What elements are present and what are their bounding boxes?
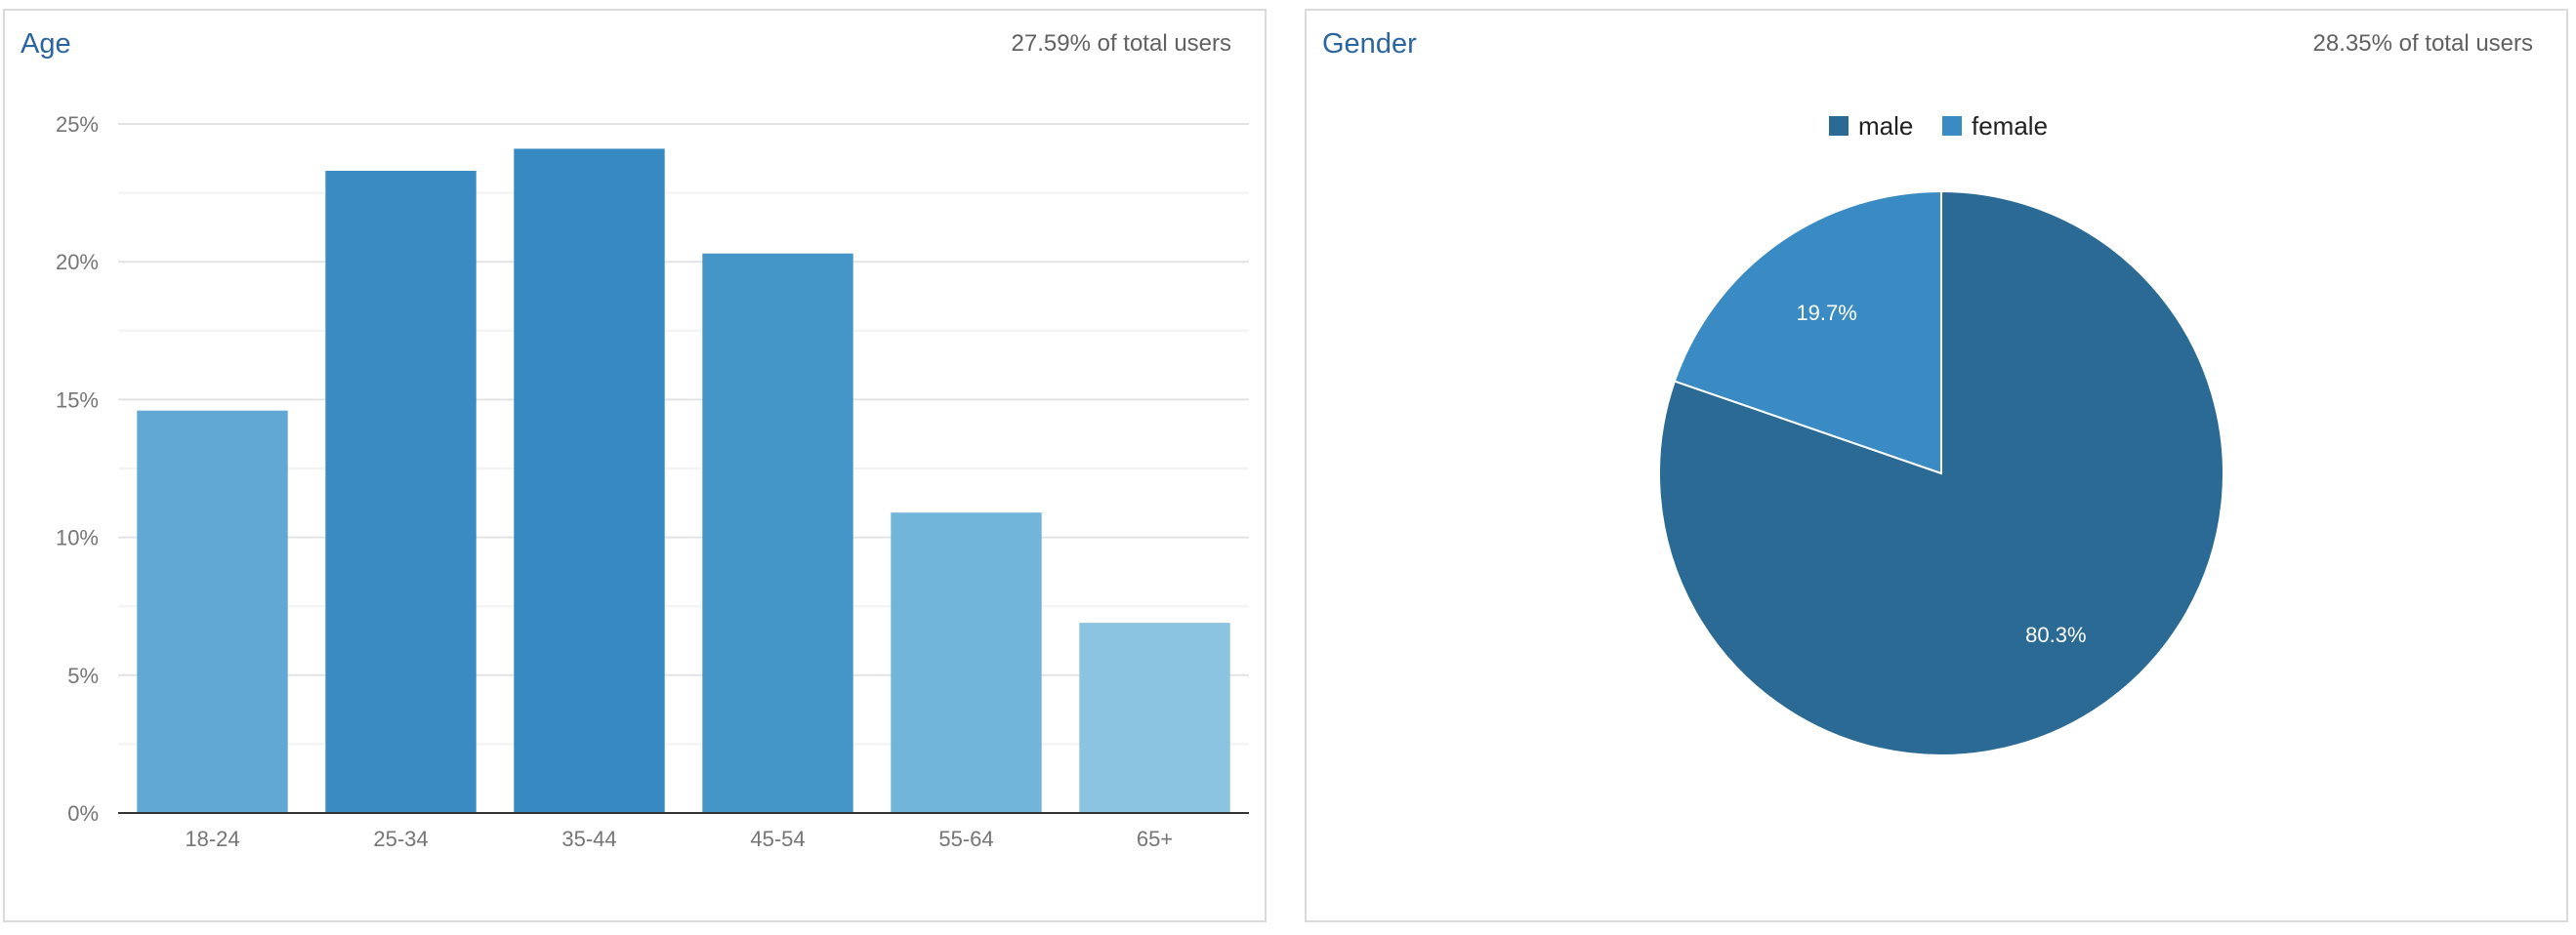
bar-45-54[interactable] <box>702 253 853 813</box>
pie-label-male: 80.3% <box>2025 623 2086 647</box>
bar-55-64[interactable] <box>891 512 1042 813</box>
y-tick-label: 15% <box>56 387 99 412</box>
y-tick-label: 20% <box>56 250 99 274</box>
x-tick-label: 18-24 <box>185 827 239 851</box>
pie-label-female: 19.7% <box>1796 301 1856 325</box>
y-tick-label: 25% <box>56 112 99 137</box>
y-tick-label: 0% <box>67 801 99 826</box>
pie-slice-female[interactable] <box>1673 189 1942 475</box>
bar-18-24[interactable] <box>137 410 288 813</box>
y-tick-label: 10% <box>56 526 99 550</box>
legend-label-male: male <box>1858 111 1913 141</box>
x-tick-label: 55-64 <box>938 827 993 851</box>
age-panel-title: Age <box>21 28 71 60</box>
y-tick-label: 5% <box>67 664 99 688</box>
x-tick-label: 45-54 <box>750 827 805 851</box>
bar-25-34[interactable] <box>325 171 477 813</box>
legend-swatch-male <box>1829 116 1849 136</box>
legend-swatch-female <box>1942 116 1962 136</box>
x-tick-label: 65+ <box>1137 827 1173 851</box>
x-tick-label: 35-44 <box>561 827 616 851</box>
bar-35-44[interactable] <box>514 148 665 813</box>
bar-65+[interactable] <box>1079 623 1230 813</box>
gender-pie-chart: 80.3% 19.7% male female <box>1658 111 2224 756</box>
gender-panel-subtitle: 28.35% of total users <box>2312 30 2533 57</box>
age-panel-subtitle: 27.59% of total users <box>1011 30 1231 57</box>
x-tick-label: 25-34 <box>373 827 428 851</box>
age-bar-chart: 0% 5% 10% 15% 20% 25% 18-24 25-34 35-44 45-54 55-6… <box>56 112 1249 851</box>
gender-panel-title: Gender <box>1322 28 1417 60</box>
age-chart-panel: 0% 5% 10% 15% 20% 25% 18-24 25-34 35-44 45-54 55-6… <box>3 9 1267 922</box>
gender-chart-panel: 80.3% 19.7% male female Gender 28.35% of to… <box>1305 9 2568 922</box>
legend-label-female: female <box>1972 111 2048 141</box>
